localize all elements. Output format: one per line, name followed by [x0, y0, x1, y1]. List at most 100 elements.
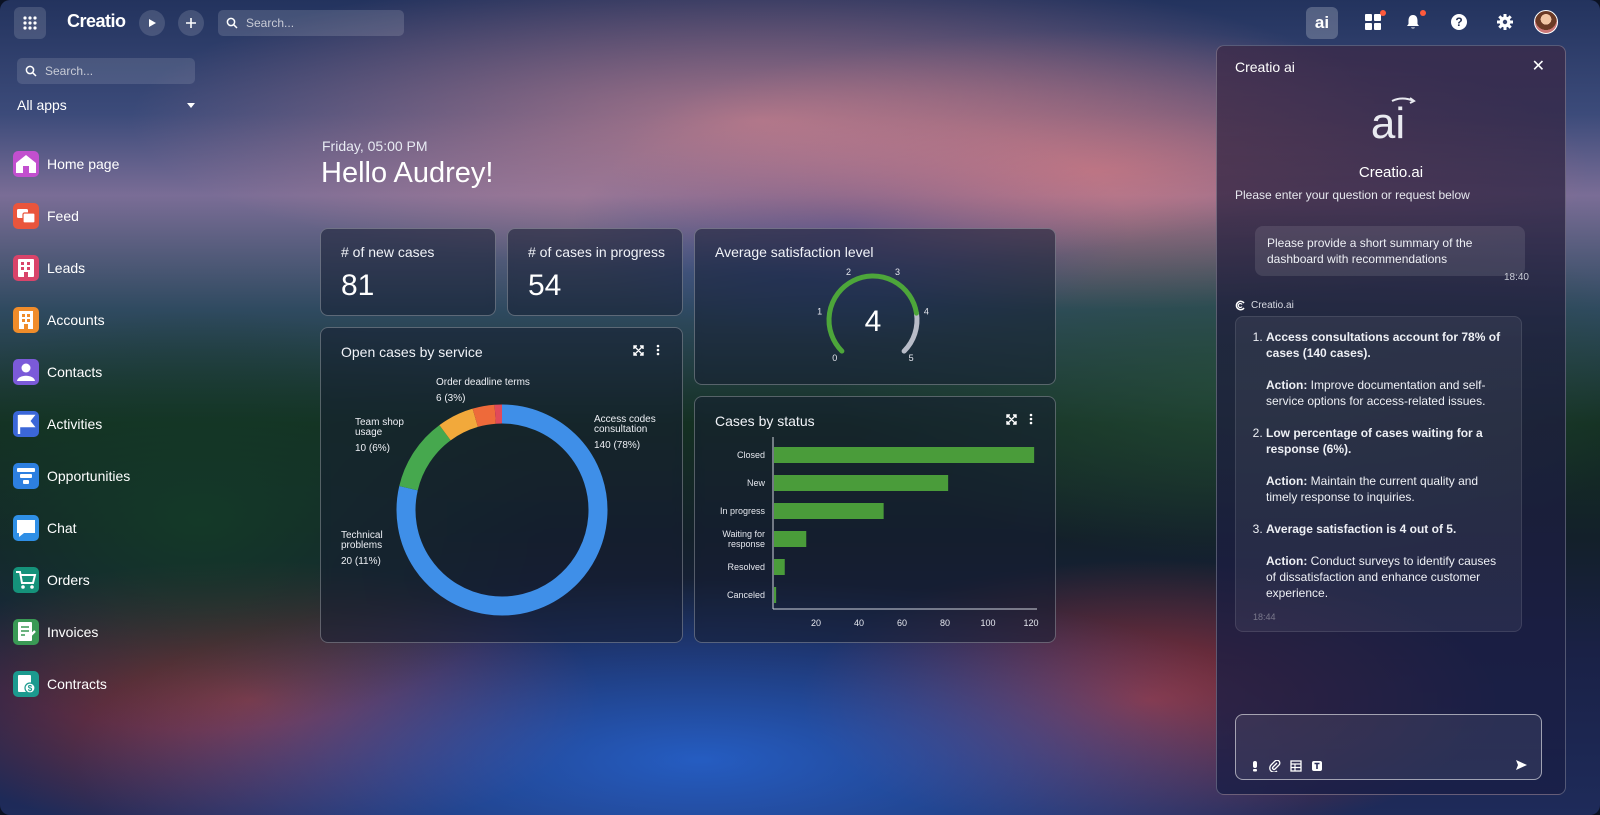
expand-icon[interactable] [1006, 413, 1017, 425]
donut-label: Technical problems [341, 530, 383, 551]
bot-point-lead: Average satisfaction is 4 out of 5. [1266, 522, 1457, 536]
donut-slice[interactable] [399, 425, 451, 491]
accounts-icon [13, 307, 39, 333]
invoice-icon [13, 619, 39, 645]
top-bar: Creatio ai ? [0, 0, 1600, 45]
sidebar-item-label: Opportunities [47, 468, 131, 484]
gauge-track [901, 310, 920, 354]
help-button[interactable]: ? [1448, 11, 1470, 33]
action-label: Action: [1266, 554, 1308, 568]
funnel-icon [13, 463, 39, 489]
donut-slice[interactable] [439, 408, 479, 441]
bot-point-action: Action: Conduct surveys to identify caus… [1266, 554, 1496, 600]
kpi-title: # of cases in progress [528, 244, 665, 260]
notifications-button[interactable] [1402, 10, 1426, 33]
notification-dot [1420, 10, 1426, 16]
notification-dot [1380, 10, 1386, 16]
table-icon[interactable] [1290, 760, 1302, 772]
add-button[interactable] [178, 10, 204, 36]
satisfaction-card[interactable]: Average satisfaction level 0 1 2 3 4 5 4 [694, 228, 1056, 385]
more-vertical-icon[interactable] [656, 344, 660, 356]
plus-icon [186, 18, 196, 28]
sidebar-item-chat[interactable]: Chat [13, 502, 130, 554]
svg-text:$: $ [28, 684, 33, 693]
kpi-card-cases-in-progress[interactable]: # of cases in progress 54 [507, 228, 683, 316]
settings-button[interactable] [1494, 11, 1516, 33]
play-icon [149, 19, 156, 27]
x-tick-label: 60 [897, 618, 907, 628]
sidebar-item-feed[interactable]: Feed [13, 190, 130, 242]
bot-message-time: 18:44 [1253, 612, 1276, 622]
global-search-input[interactable] [246, 16, 386, 30]
creatio-ai-panel: Creatio ai ✕ ai Creatio.ai Please enter … [1216, 45, 1566, 795]
bot-point: Access consultations account for 78% of … [1266, 329, 1507, 409]
open-cases-title: Open cases by service [341, 344, 483, 360]
send-icon[interactable] [1515, 759, 1528, 771]
search-icon [226, 17, 238, 29]
kpi-title: # of new cases [341, 244, 435, 260]
donut-label: Order deadline terms [436, 377, 530, 388]
bot-points-list: Access consultations account for 78% of … [1252, 329, 1507, 601]
user-avatar[interactable] [1534, 10, 1558, 34]
app-menu-button[interactable] [14, 7, 46, 39]
x-tick-label: 20 [811, 618, 821, 628]
cases-by-status-title: Cases by status [715, 413, 815, 429]
gauge-tick-label: 1 [817, 307, 822, 317]
action-text: Conduct surveys to identify causes of di… [1266, 554, 1497, 600]
cases-by-status-card[interactable]: Cases by status Closed New In progress Wait… [694, 396, 1056, 643]
action-label: Action: [1266, 474, 1308, 488]
sidebar-item-invoices[interactable]: Invoices [13, 606, 130, 658]
sidebar-item-leads[interactable]: Leads [13, 242, 130, 294]
open-cases-card[interactable]: Open cases by service Access codes consul… [320, 327, 683, 643]
sidebar-item-label: Home page [47, 156, 120, 172]
status-bar[interactable] [774, 447, 1035, 463]
status-bar[interactable] [774, 587, 777, 603]
status-bar[interactable] [774, 531, 807, 547]
sidebar-search[interactable] [17, 58, 195, 84]
sidebar-search-input[interactable] [45, 64, 185, 78]
sidebar-item-contracts[interactable]: $ Contracts [13, 658, 130, 710]
bar-category-label: In progress [720, 506, 766, 516]
status-bar[interactable] [774, 475, 949, 491]
donut-value-label: 20 (11%) [341, 556, 381, 567]
creatio-ai-button[interactable]: ai [1306, 7, 1338, 39]
caret-down-icon [187, 102, 195, 108]
sidebar-item-opportunities[interactable]: Opportunities [13, 450, 130, 502]
close-icon[interactable]: ✕ [1531, 58, 1545, 75]
cases-by-status-bar-chart: Closed New In progress Waiting for response R… [720, 437, 1039, 628]
x-tick-label: 100 [980, 618, 995, 628]
kpi-card-new-cases[interactable]: # of new cases 81 [320, 228, 496, 316]
run-process-button[interactable] [139, 10, 165, 36]
bar-category-label: Closed [737, 450, 765, 460]
attachment-icon[interactable] [1269, 760, 1281, 772]
sidebar-item-home-page[interactable]: Home page [13, 138, 130, 190]
status-bar[interactable] [774, 503, 884, 519]
ai-panel-title: Creatio ai [1235, 59, 1295, 75]
ai-subtitle: Please enter your question or request be… [1235, 188, 1470, 202]
global-search[interactable] [218, 10, 404, 36]
donut-slice[interactable] [472, 404, 497, 427]
sidebar-item-accounts[interactable]: Accounts [13, 294, 130, 346]
mention-icon[interactable] [1250, 760, 1260, 772]
user-message: Please provide a short summary of the da… [1255, 226, 1525, 276]
sidebar-item-label: Chat [47, 520, 77, 536]
status-bar[interactable] [774, 559, 785, 575]
gauge-tick-label: 5 [909, 353, 914, 363]
expand-icon[interactable] [633, 344, 644, 356]
donut-value-label: 10 (6%) [355, 443, 390, 454]
ai-message-input[interactable] [1235, 714, 1542, 780]
sidebar-item-orders[interactable]: Orders [13, 554, 130, 606]
sidebar-item-activities[interactable]: Activities [13, 398, 130, 450]
more-vertical-icon[interactable] [1029, 413, 1033, 425]
donut-slice[interactable] [396, 404, 608, 616]
grid-icon [23, 16, 37, 30]
sidebar-item-contacts[interactable]: Contacts [13, 346, 130, 398]
feed-icon [13, 203, 39, 229]
text-format-icon[interactable] [1311, 760, 1323, 772]
action-text: Improve documentation and self-service o… [1266, 378, 1486, 408]
satisfaction-gauge: 0 1 2 3 4 5 4 [817, 267, 929, 363]
apps-launcher-button[interactable] [1362, 10, 1386, 33]
all-apps-dropdown[interactable]: All apps [17, 97, 195, 113]
bot-name: Creatio.ai [1251, 300, 1294, 311]
